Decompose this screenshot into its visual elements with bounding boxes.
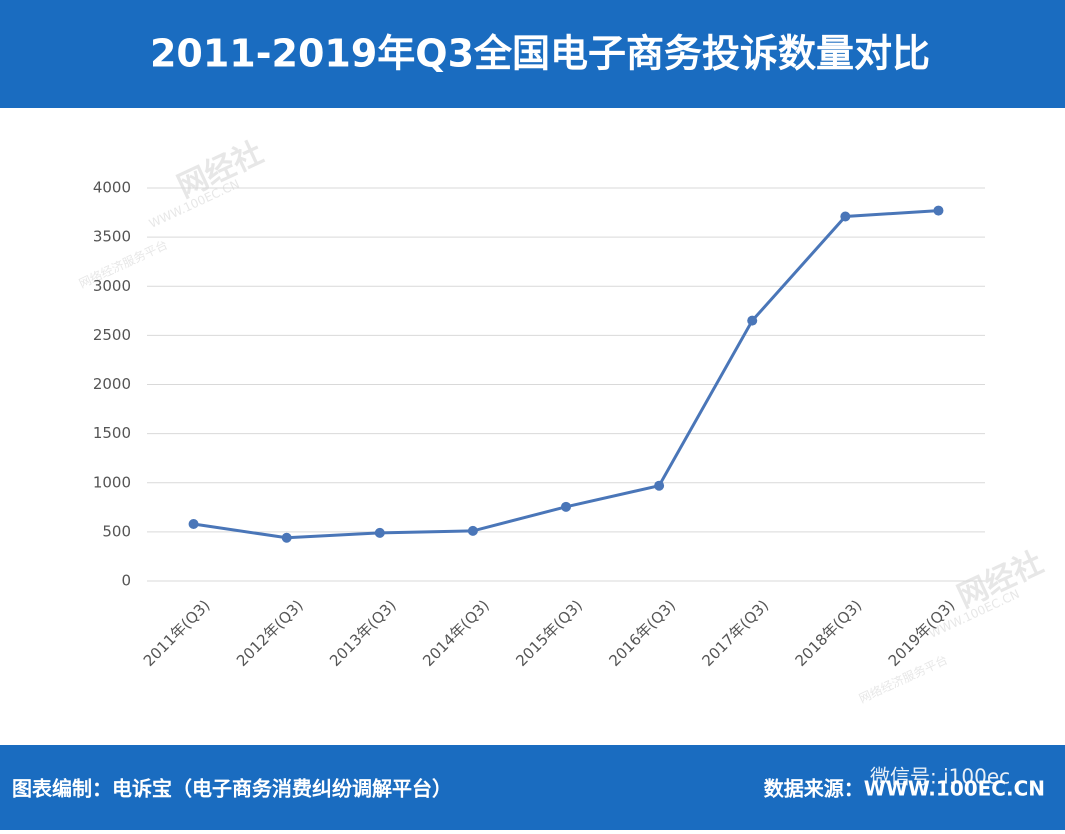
footer-bar — [0, 745, 1065, 830]
chart-title: 2011-2019年Q3全国电子商务投诉数量对比 — [150, 32, 930, 76]
y-tick-label: 3000 — [93, 277, 131, 295]
point — [840, 211, 851, 222]
header-bar — [0, 0, 1065, 108]
point — [561, 501, 571, 512]
point — [467, 525, 478, 536]
point — [374, 527, 385, 538]
y-tick-label: 2500 — [93, 326, 131, 344]
point — [281, 532, 292, 543]
y-tick-label: 2000 — [93, 375, 131, 393]
y-tick-label: 3500 — [93, 228, 131, 246]
point — [188, 519, 199, 530]
point — [933, 205, 944, 216]
y-tick-label: 500 — [102, 522, 131, 540]
y-tick-label: 1000 — [93, 473, 131, 491]
y-tick-label: 1500 — [93, 424, 131, 442]
footer-right: 数据来源：WWW.100EC.CN — [764, 777, 1045, 801]
point — [747, 315, 758, 326]
point — [654, 480, 665, 491]
y-tick-label: 0 — [121, 572, 131, 590]
footer-left: 图表编制：电诉宝（电子商务消费纠纷调解平台） — [12, 777, 452, 801]
y-tick-label: 4000 — [93, 179, 131, 197]
footer-watermark: 微信号: i100ec — [870, 765, 1010, 789]
